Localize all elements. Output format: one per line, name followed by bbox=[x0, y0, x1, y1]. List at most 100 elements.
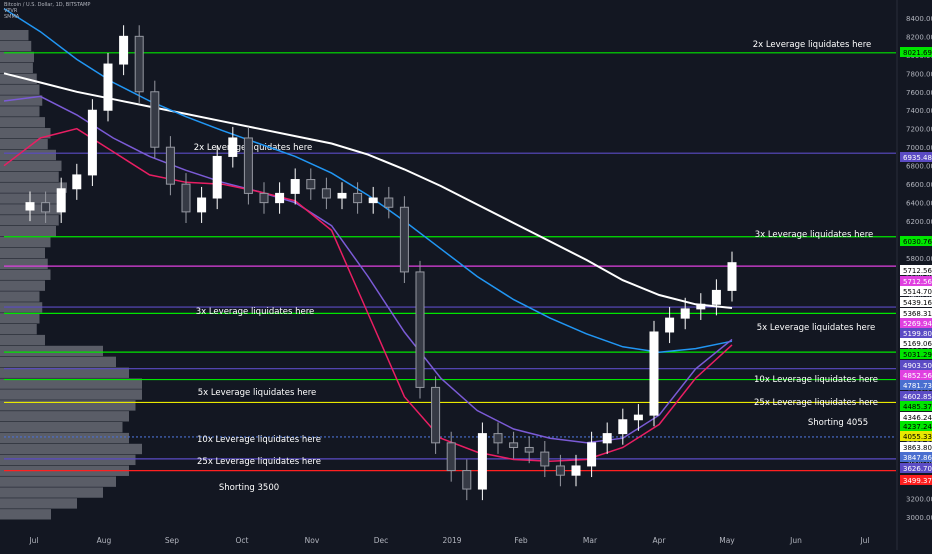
y-tick-label: 8200.00 bbox=[906, 33, 932, 41]
volume-profile-bar bbox=[0, 334, 45, 346]
price-axis-tag bbox=[900, 412, 932, 422]
price-axis-tag bbox=[900, 421, 932, 431]
volume-profile-bar bbox=[0, 40, 32, 52]
price-axis-tag bbox=[900, 236, 932, 246]
volume-profile-bar bbox=[0, 215, 59, 226]
candle-body bbox=[555, 465, 565, 476]
level-annotation: 25x Leverage liquidates here bbox=[754, 398, 878, 408]
volume-profile-bar bbox=[0, 84, 40, 95]
x-tick-label: Aug bbox=[97, 536, 112, 545]
volume-profile-bar bbox=[0, 106, 40, 117]
price-axis-tag bbox=[900, 463, 932, 473]
candle-body bbox=[509, 442, 519, 448]
price-axis-tag-label: 5712.56 bbox=[903, 267, 932, 275]
y-tick-label: 7800.00 bbox=[906, 70, 932, 78]
price-axis-tag bbox=[900, 360, 932, 370]
price-axis-tag bbox=[900, 442, 932, 452]
x-tick-label: Nov bbox=[305, 536, 320, 545]
x-tick-label: Mar bbox=[583, 536, 598, 545]
candle-body bbox=[540, 451, 550, 467]
candle-body bbox=[290, 179, 300, 194]
candle-body bbox=[321, 188, 331, 199]
candle-body bbox=[524, 446, 534, 453]
volume-profile-bar bbox=[0, 138, 48, 150]
price-axis-tag-label: 5439.16 bbox=[903, 299, 932, 307]
candle-body bbox=[87, 109, 97, 176]
y-tick-label: 3200.00 bbox=[906, 495, 932, 503]
volume-profile-bar bbox=[0, 389, 142, 400]
price-axis-tag bbox=[900, 318, 932, 328]
candle-body bbox=[680, 308, 690, 319]
level-annotation: 2x Leverage liquidates here bbox=[753, 40, 872, 50]
volume-profile-bar bbox=[0, 378, 142, 389]
candle-body bbox=[415, 271, 425, 388]
candle-body bbox=[727, 262, 737, 291]
volume-profile-bar bbox=[0, 247, 45, 259]
x-tick-label: Jul bbox=[859, 536, 869, 545]
candle-body bbox=[353, 192, 363, 204]
x-tick-label: May bbox=[719, 536, 735, 545]
price-axis-tag-label: 5031.29 bbox=[903, 351, 932, 359]
x-tick-label: Apr bbox=[653, 536, 667, 545]
price-axis-tag-label: 5169.06 bbox=[903, 340, 932, 348]
y-tick-label: 3000.00 bbox=[906, 514, 932, 522]
candle-body bbox=[384, 197, 394, 208]
price-axis-tag bbox=[900, 276, 932, 286]
volume-profile-bar bbox=[0, 182, 67, 193]
candle-body bbox=[119, 35, 129, 65]
level-annotation: 5x Leverage liquidates here bbox=[198, 388, 317, 398]
price-axis-tag-label: 4781.73 bbox=[903, 382, 932, 390]
candle-body bbox=[197, 197, 207, 213]
moving-average-line bbox=[3, 72, 733, 309]
level-annotation: 3x Leverage liquidates here bbox=[755, 230, 874, 240]
candle-body bbox=[368, 197, 378, 204]
price-axis-tag bbox=[900, 452, 932, 462]
candle-body bbox=[633, 414, 643, 421]
indicator-smma-label: SMMA bbox=[4, 14, 20, 20]
candle-body bbox=[477, 433, 487, 490]
candle-body bbox=[446, 442, 456, 472]
level-annotation: 3x Leverage liquidates here bbox=[196, 307, 315, 317]
price-axis-tag-label: 4903.50 bbox=[903, 362, 932, 370]
volume-profile-bar bbox=[0, 400, 136, 411]
moving-average-line bbox=[3, 7, 733, 354]
price-axis-tag bbox=[900, 328, 932, 338]
candle-body bbox=[587, 442, 597, 467]
price-axis-tag bbox=[900, 265, 932, 275]
price-axis-tag-label: 6030.76 bbox=[903, 238, 932, 246]
candle-body bbox=[56, 188, 66, 213]
volume-profile-bar bbox=[0, 149, 56, 161]
candle-body bbox=[493, 433, 503, 444]
price-axis-tag bbox=[900, 286, 932, 296]
candle-body bbox=[212, 155, 222, 199]
price-axis-tag bbox=[900, 475, 932, 485]
price-axis-tag-label: 5712.56 bbox=[903, 278, 932, 286]
volume-profile-bar bbox=[0, 171, 59, 182]
price-axis-tag bbox=[900, 401, 932, 411]
x-tick-label: Feb bbox=[514, 536, 528, 545]
volume-profile-bar bbox=[0, 226, 56, 237]
candle-body bbox=[571, 465, 581, 476]
price-axis-tag bbox=[900, 370, 932, 380]
price-axis-tag bbox=[900, 349, 932, 359]
price-axis-tag-label: 5199.80 bbox=[903, 330, 932, 338]
x-tick-label: Oct bbox=[236, 536, 249, 545]
candle-body bbox=[243, 137, 253, 194]
volume-profile-bar bbox=[0, 324, 37, 335]
x-tick-label: Jul bbox=[28, 536, 38, 545]
level-annotation: 10x Leverage liquidates here bbox=[754, 375, 878, 385]
volume-profile-bar bbox=[0, 51, 34, 63]
volume-profile-bar bbox=[0, 128, 51, 139]
indicator-vpvr-label: VPVR bbox=[4, 8, 18, 14]
candle-body bbox=[431, 386, 441, 444]
price-axis-tag-label: 5269.94 bbox=[903, 320, 932, 328]
price-axis-tag bbox=[900, 338, 932, 348]
y-tick-label: 5400.00 bbox=[906, 292, 932, 300]
price-axis-tag-label: 4237.24 bbox=[903, 423, 932, 431]
price-axis-tag bbox=[900, 308, 932, 318]
volume-profile-bar bbox=[0, 160, 62, 172]
volume-profile-bar bbox=[0, 73, 37, 84]
candle-body bbox=[134, 35, 144, 93]
